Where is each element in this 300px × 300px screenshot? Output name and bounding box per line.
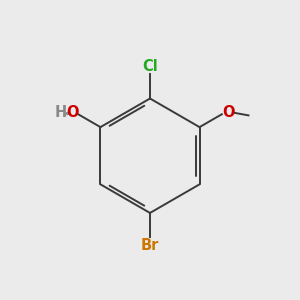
Text: O: O (222, 105, 234, 120)
Text: H: H (54, 105, 67, 120)
Text: O: O (66, 105, 79, 120)
Text: Cl: Cl (142, 59, 158, 74)
Text: Br: Br (141, 238, 159, 253)
